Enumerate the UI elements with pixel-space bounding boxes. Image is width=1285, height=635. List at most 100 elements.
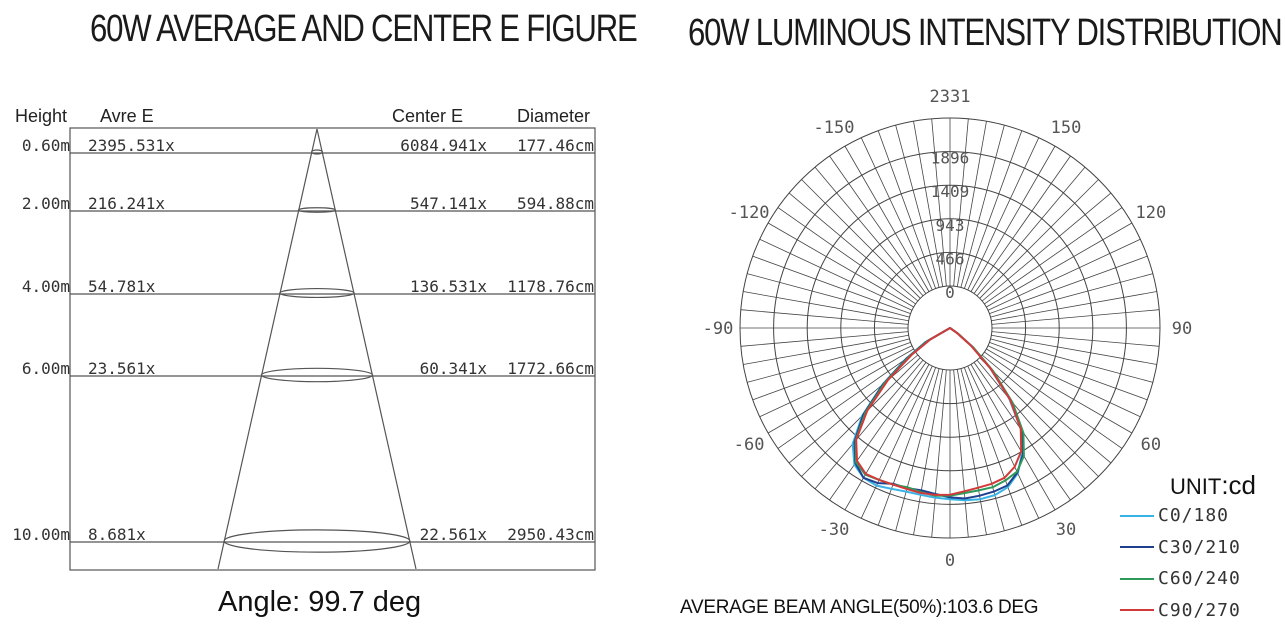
angle-label: 2331 <box>930 87 971 107</box>
illuminance-figure: Height Avre E Center E Diameter 0.60m 239… <box>12 106 596 571</box>
row-diameter: 1178.76cm <box>507 277 594 296</box>
legend: C0/180 C30/210 C60/240 C90/270 <box>1120 500 1241 626</box>
right-chart-title: 60W LUMINOUS INTENSITY DISTRIBUTION <box>688 12 1283 54</box>
polar-spoke <box>987 345 1141 418</box>
polar-spoke <box>960 125 1005 288</box>
row-avre-e: 54.781x <box>88 277 156 296</box>
unit-prefix: UNIT <box>1170 474 1222 499</box>
radial-tick-label: 0 <box>945 283 955 302</box>
polar-spoke <box>956 121 987 287</box>
polar-spoke <box>987 238 1141 311</box>
beam-ellipse <box>279 287 355 299</box>
polar-spoke <box>989 341 1148 401</box>
polar-spoke <box>752 255 911 315</box>
header-diameter: Diameter <box>517 106 590 126</box>
polar-spoke <box>895 368 940 531</box>
row-avre-e: 8.681x <box>88 525 146 544</box>
series-curve-C90-270 <box>855 327 1023 496</box>
row-avre-e: 23.561x <box>88 359 156 378</box>
row-center-e: 547.141x <box>410 194 487 213</box>
beam-ellipse <box>260 367 374 383</box>
row-avre-e: 2395.531x <box>88 136 175 155</box>
row-center-e: 22.561x <box>420 525 488 544</box>
polar-spoke <box>913 369 944 535</box>
unit-label: UNIT:cd <box>1170 470 1256 501</box>
polar-spoke <box>860 137 933 291</box>
row-avre-e: 216.241x <box>88 194 165 213</box>
polar-spoke <box>976 166 1086 297</box>
polar-spoke <box>970 364 1056 511</box>
row-height: 6.00m <box>22 359 70 378</box>
radial-tick-label: 466 <box>936 249 965 268</box>
polar-ring <box>907 285 993 371</box>
row-diameter: 2950.43cm <box>507 525 594 544</box>
polar-spoke <box>895 125 940 288</box>
polar-ring <box>873 251 1027 405</box>
polar-spoke <box>788 192 919 302</box>
polar-spoke <box>991 334 1157 365</box>
left-chart-title: 60W AVERAGE AND CENTER E FIGURE <box>90 8 638 50</box>
header-avre-e: Avre E <box>100 106 154 126</box>
polar-spoke <box>743 291 909 322</box>
header-height: Height <box>15 106 67 126</box>
polar-spoke <box>953 369 969 538</box>
angle-label: -30 <box>819 520 850 540</box>
polar-spoke <box>814 359 924 490</box>
beam-edge-right <box>316 128 417 570</box>
polar-spoke <box>759 345 913 418</box>
polar-spoke <box>844 364 930 511</box>
beam-ellipse <box>311 149 324 155</box>
row-diameter: 1772.66cm <box>507 359 594 378</box>
row-height: 4.00m <box>22 277 70 296</box>
polar-spoke <box>877 130 937 289</box>
legend-label: C90/270 <box>1158 599 1241 621</box>
average-beam-angle: AVERAGE BEAM ANGLE(50%):103.6 DEG <box>680 597 1039 618</box>
radial-tick-label: 1896 <box>931 149 970 168</box>
polar-spoke <box>747 273 910 318</box>
polar-spoke <box>979 179 1099 299</box>
polar-spoke <box>991 331 1160 347</box>
polar-spoke <box>967 365 1040 519</box>
polar-spoke <box>984 351 1123 449</box>
polar-ring <box>806 184 1094 472</box>
radial-tick-label: 1409 <box>931 182 970 201</box>
polar-spoke <box>963 367 1023 526</box>
beam-edge-left <box>217 128 318 570</box>
legend-item: C60/240 <box>1120 563 1241 595</box>
polar-ring <box>773 151 1127 505</box>
polar-ring <box>840 218 1060 438</box>
figure-frame <box>69 127 596 571</box>
row-height: 0.60m <box>22 136 70 155</box>
polar-spoke <box>979 357 1099 477</box>
beam-angle-label: Angle: 99.7 deg <box>218 586 422 618</box>
angle-label: 30 <box>1056 520 1076 540</box>
polar-spoke <box>844 145 930 292</box>
polar-spoke <box>788 354 919 464</box>
beam-ellipse <box>223 529 411 553</box>
polar-spoke <box>981 354 1112 464</box>
polar-spoke <box>984 207 1123 305</box>
polar-spoke <box>913 121 944 287</box>
polar-spoke <box>973 155 1071 294</box>
polar-spoke <box>814 166 924 297</box>
polar-spoke <box>740 309 909 325</box>
polar-spoke <box>777 351 916 449</box>
angle-label: 0 <box>945 551 955 571</box>
legend-label: C60/240 <box>1158 568 1241 590</box>
angle-label: -90 <box>703 319 734 339</box>
radial-tick-label: 943 <box>936 216 965 235</box>
legend-item: C90/270 <box>1120 595 1241 627</box>
row-center-e: 60.341x <box>420 359 488 378</box>
polar-spoke <box>953 118 969 287</box>
polar-spoke <box>981 192 1112 302</box>
polar-spoke <box>986 222 1133 308</box>
polar-spoke <box>990 338 1153 383</box>
angle-label: -150 <box>814 118 855 138</box>
legend-label: C30/210 <box>1158 536 1241 558</box>
row-center-e: 6084.941x <box>400 136 487 155</box>
legend-swatch <box>1120 514 1154 517</box>
polar-spoke <box>991 291 1157 322</box>
row-height: 10.00m <box>12 525 70 544</box>
polar-spoke <box>752 341 911 401</box>
